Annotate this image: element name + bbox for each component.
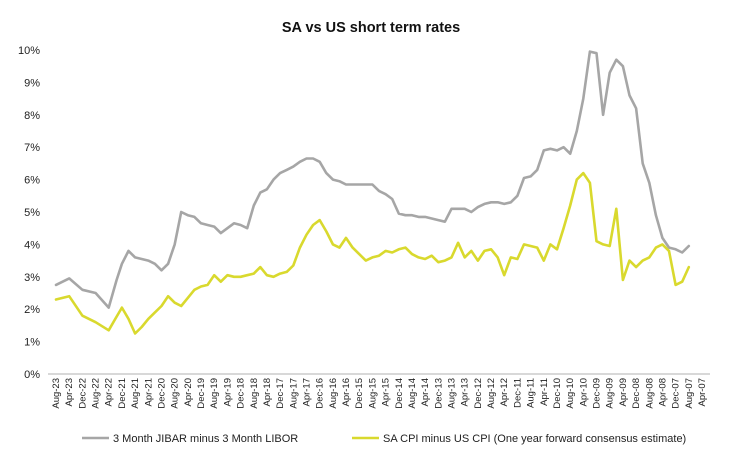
- x-tick-label: Dec-15: [354, 378, 365, 409]
- x-tick-label: Apr-07: [697, 378, 708, 407]
- x-tick-label: Dec-12: [473, 378, 484, 409]
- x-tick-label: Apr-15: [381, 378, 392, 407]
- series-line-jibar-minus-libor: [54, 50, 691, 309]
- x-tick-label: Dec-11: [512, 378, 523, 408]
- y-tick-label: 1%: [24, 337, 40, 349]
- x-tick-label: Dec-17: [275, 378, 286, 409]
- y-tick-label: 5%: [24, 207, 40, 219]
- chart-title: SA vs US short term rates: [282, 20, 460, 36]
- x-tick-label: Aug-22: [91, 378, 102, 409]
- x-tick-label: Apr-18: [262, 378, 273, 407]
- x-tick-label: Aug-08: [644, 378, 655, 409]
- x-tick-label: Aug-10: [565, 378, 576, 409]
- plot-area: [54, 50, 691, 335]
- x-tick-label: Apr-17: [301, 378, 312, 407]
- x-tick-label: Aug-19: [209, 378, 220, 409]
- series-line-sa-minus-us-cpi: [54, 171, 691, 335]
- x-tick-label: Aug-09: [605, 378, 616, 409]
- y-axis: 0% 1% 2% 3% 4% 5% 6% 7% 8% 9% 10%: [18, 45, 40, 381]
- x-tick-label: Apr-13: [460, 378, 471, 407]
- x-tick-label: Aug-20: [170, 378, 181, 409]
- x-tick-label: Dec-19: [196, 378, 207, 409]
- y-tick-label: 2%: [24, 304, 40, 316]
- x-tick-label: Aug-15: [367, 378, 378, 409]
- x-tick-label: Dec-16: [315, 378, 326, 409]
- x-tick-label: Aug-07: [684, 378, 695, 409]
- x-tick-label: Apr-19: [222, 378, 233, 407]
- x-tick-label: Dec-20: [156, 378, 167, 409]
- x-tick-label: Dec-22: [77, 378, 88, 409]
- x-tick-label: Aug-23: [51, 378, 62, 409]
- legend-label: SA CPI minus US CPI (One year forward co…: [383, 433, 686, 445]
- y-tick-label: 7%: [24, 142, 40, 154]
- x-tick-label: Aug-12: [486, 378, 497, 409]
- x-tick-label: Apr-10: [578, 378, 589, 407]
- x-tick-label: Apr-22: [104, 378, 115, 407]
- legend-label: 3 Month JIBAR minus 3 Month LIBOR: [113, 433, 298, 445]
- y-tick-label: 8%: [24, 110, 40, 122]
- y-tick-label: 0%: [24, 369, 40, 381]
- x-tick-label: Apr-20: [183, 378, 194, 407]
- x-tick-label: Apr-14: [420, 378, 431, 407]
- x-tick-label: Aug-17: [288, 378, 299, 409]
- x-tick-label: Dec-08: [631, 378, 642, 409]
- x-tick-label: Aug-16: [328, 378, 339, 409]
- x-tick-label: Dec-21: [117, 378, 128, 409]
- x-tick-label: Aug-14: [407, 378, 418, 409]
- y-tick-label: 4%: [24, 239, 40, 251]
- legend: 3 Month JIBAR minus 3 Month LIBOR SA CPI …: [82, 433, 686, 445]
- x-tick-label: Apr-21: [143, 378, 154, 407]
- x-tick-label: Dec-10: [552, 378, 563, 409]
- x-tick-label: Dec-18: [236, 378, 247, 409]
- x-tick-label: Dec-09: [592, 378, 603, 409]
- y-tick-label: 9%: [24, 77, 40, 89]
- x-tick-label: Aug-18: [249, 378, 260, 409]
- x-tick-label: Dec-13: [433, 378, 444, 409]
- x-tick-label: Apr-23: [64, 378, 75, 407]
- x-tick-label: Dec-07: [671, 378, 682, 409]
- x-tick-label: Aug-13: [447, 378, 458, 409]
- y-tick-label: 6%: [24, 175, 40, 187]
- x-tick-label: Apr-16: [341, 378, 352, 407]
- x-tick-label: Dec-14: [394, 378, 405, 409]
- x-tick-label: Apr-08: [657, 378, 668, 407]
- x-tick-label: Apr-11: [539, 378, 550, 406]
- x-tick-label: Apr-09: [618, 378, 629, 407]
- x-tick-label: Aug-21: [130, 378, 141, 409]
- x-tick-label: Aug-11: [526, 378, 537, 408]
- x-tick-label: Apr-12: [499, 378, 510, 407]
- x-axis: Aug-23 Apr-23 Dec-22 Aug-22 Apr-22 Dec-21 Aug-…: [48, 373, 710, 409]
- y-tick-label: 10%: [18, 45, 40, 57]
- y-tick-label: 3%: [24, 272, 40, 284]
